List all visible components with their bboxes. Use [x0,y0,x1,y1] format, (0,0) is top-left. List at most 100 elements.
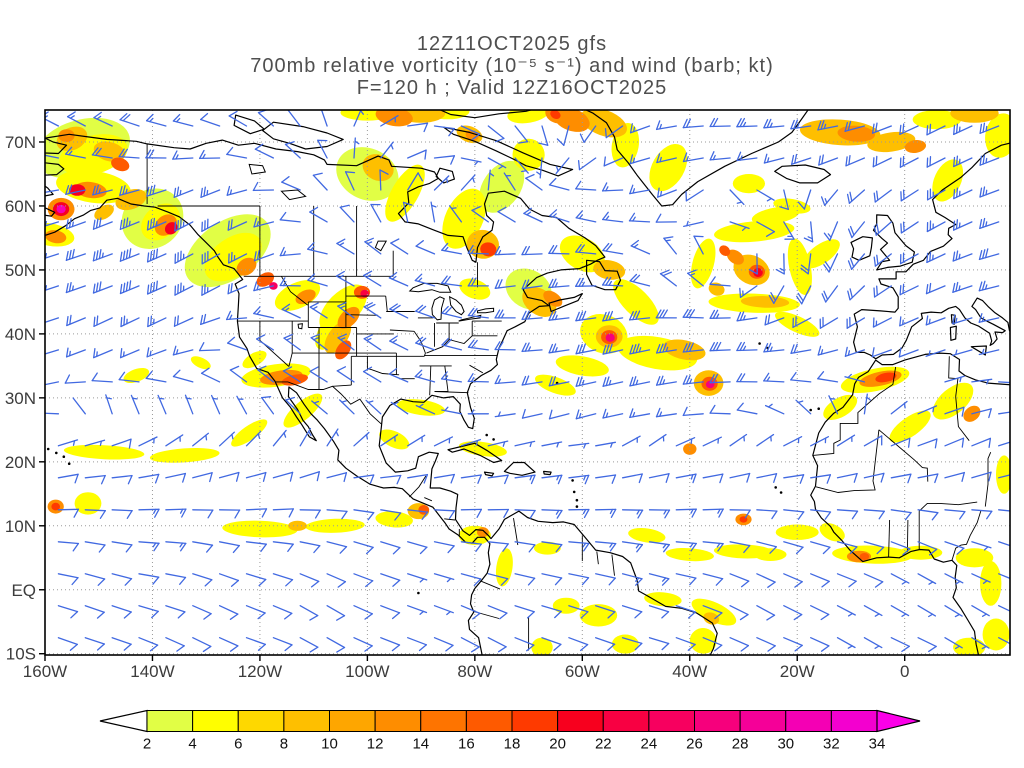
wind-barb [917,473,939,484]
wind-barb [309,366,328,383]
wind-barb [602,211,624,223]
grid-lines [45,110,1010,655]
wind-barb [84,439,106,447]
colorbar-segment [465,710,513,732]
wind-barb [629,123,651,134]
wind-barb [414,369,436,383]
wind-barb [353,637,373,652]
wind-barb [756,189,775,202]
wind-barb [272,637,293,652]
wind-barb [952,219,973,231]
wind-barb [172,369,194,383]
wind-barb [783,541,804,555]
wind-barb [791,153,812,165]
wind-barb [192,509,214,519]
wind-barb [819,316,839,329]
wind-barb [601,182,624,192]
colorbar-tick-label: 26 [686,736,703,753]
wind-barb [953,155,973,168]
wind-barb [602,343,624,355]
colorbar-segment [739,710,787,732]
wind-barb [494,341,516,351]
wind-barb [200,186,221,198]
wind-barb [467,277,489,287]
vorticity-blob [550,110,561,120]
coastline [45,133,718,655]
wind-barb [253,306,275,319]
coastline [850,236,873,261]
wind-barb [790,119,812,130]
vorticity-blob [295,289,316,305]
coastline [503,461,536,476]
wind-barb [702,573,724,586]
wind-barb [702,473,724,484]
border-line [906,519,909,553]
wind-barb [245,430,262,447]
coastlines-layer [45,110,1010,655]
wind-barb [362,366,382,383]
wind-barb [979,186,1000,198]
wind-barb [648,473,670,483]
wind-barb [92,217,113,230]
wind-barb [57,573,79,586]
wind-barb [521,310,543,321]
wind-barb [460,541,482,552]
wind-barb [998,509,1010,512]
vorticity-blob [111,157,130,172]
wind-barb [299,637,319,653]
wind-barb [577,157,597,171]
wind-barb [497,206,516,223]
lon-tick-label: 120W [238,662,282,681]
wind-barb [702,508,724,518]
wind-barb [810,637,830,652]
wind-barb [568,442,590,449]
wind-barb [648,573,670,586]
wind-barb [998,411,1010,415]
border-line [611,554,615,576]
vorticity-blob [543,290,563,307]
wind-barb [225,310,248,321]
wind-barb [602,310,624,322]
wind-barb [844,346,866,357]
wind-barb [779,189,790,211]
wind-barb [218,605,239,620]
colorbar-tick-label: 18 [504,736,521,753]
wind-barb [514,440,536,448]
wind-barb [595,474,617,484]
wind-barb [898,347,919,358]
wind-barb [595,637,616,651]
vorticity-blob [231,419,268,447]
wind-barb [514,125,529,144]
wind-barb [514,541,536,553]
wind-barb [165,472,187,483]
border-line [878,429,929,482]
wind-barb [433,541,455,554]
wind-barb [407,434,426,447]
lake-outline [448,295,465,316]
wind-barb [621,605,643,619]
wind-barb [836,434,856,447]
wind-barb [236,395,248,415]
wind-barb [380,115,399,127]
lake-outline [477,307,495,314]
wind-barb [364,237,382,255]
colorbar-segment [557,710,604,732]
wind-barb [65,281,86,294]
wind-barb [917,541,938,556]
wind-barb [433,155,456,165]
wind-barb [460,125,481,141]
colorbar-segment [602,710,650,732]
border-line [948,356,959,397]
wind-barb [192,605,212,620]
wind-barb [783,637,803,652]
wind-barb [218,541,240,554]
colorbar-tick-label: 4 [188,736,196,753]
colorbar-tick-label: 10 [321,736,338,753]
wind-barb [218,431,235,447]
title-valid: F=120 h ; Valid 12Z16OCT2025 [356,77,668,99]
wind-barb [64,374,86,384]
vorticity-blob [690,238,716,289]
wind-barb [768,285,785,304]
coastline [483,471,495,477]
